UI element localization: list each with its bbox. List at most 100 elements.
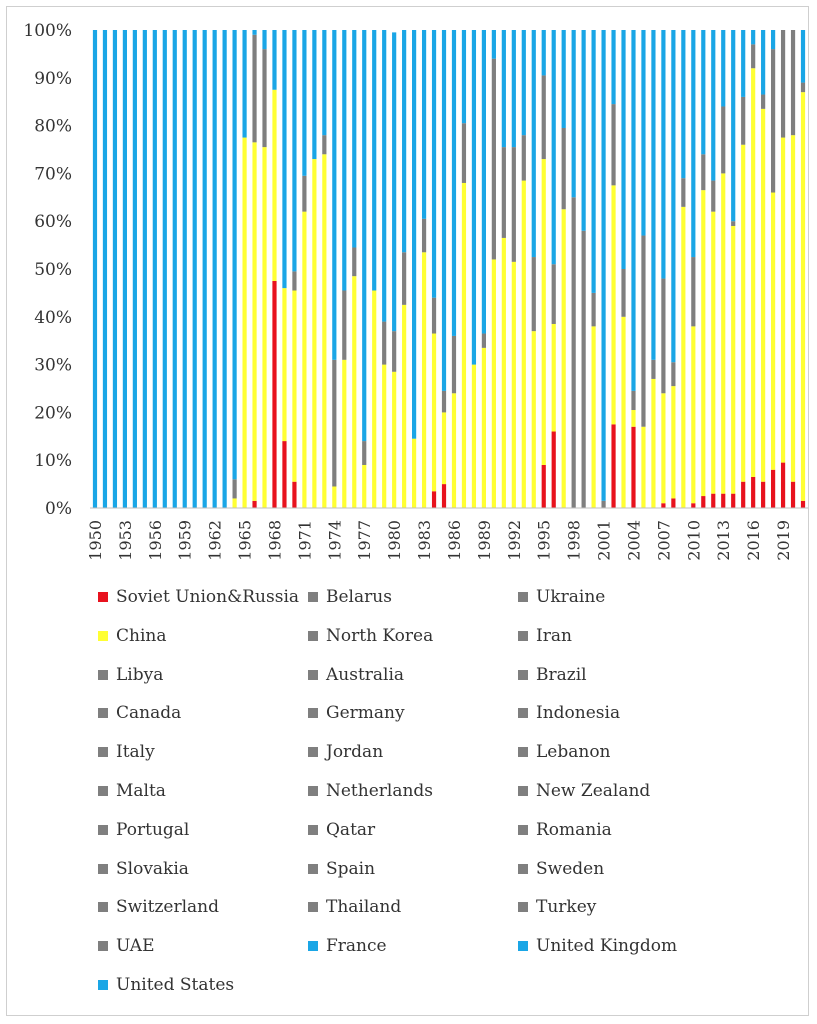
bar-segment [352, 247, 357, 277]
bar-segment [392, 331, 397, 372]
y-tick-label: 20% [34, 403, 72, 423]
bar-segment [292, 290, 297, 482]
legend-label: Thailand [326, 897, 402, 918]
bar-segment [701, 190, 706, 497]
bar-segment [402, 252, 407, 305]
bar-segment [342, 30, 347, 291]
bar-segment [461, 30, 467, 124]
legend-swatch [518, 747, 528, 758]
legend-swatch [518, 941, 528, 952]
bar-segment [152, 30, 157, 508]
legend-item: Soviet Union&Russia [98, 586, 299, 608]
bar-segment [631, 426, 636, 508]
bar-segment [252, 34, 257, 143]
bar-segment [421, 30, 427, 219]
legend-label: Jordan [326, 742, 384, 763]
legend-label: Indonesia [536, 703, 621, 724]
bar-segment [282, 441, 287, 508]
legend-swatch [518, 824, 528, 835]
bar-segment [731, 225, 736, 494]
legend-item: Romania [518, 819, 612, 841]
bar-segment [541, 159, 546, 465]
bar-segment [402, 304, 407, 508]
bar-segment [671, 386, 676, 499]
legend-label: Iran [536, 625, 572, 646]
bar-segment [780, 30, 786, 138]
legend-label: Canada [116, 703, 182, 724]
y-axis: 0% 10% 20% 30% 40% 50% 60% 70% 80% 90% 100% [23, 21, 72, 519]
legend-swatch [98, 708, 108, 719]
bar-segment [431, 297, 437, 334]
legend-swatch [518, 863, 528, 874]
bar-segment [451, 393, 457, 508]
bar-segment [701, 30, 706, 155]
legend-item: Jordan [308, 741, 383, 763]
legend-label: Lebanon [536, 742, 611, 763]
bar-segment [761, 481, 766, 508]
y-tick-label: 80% [34, 117, 72, 137]
bar-segment [551, 431, 556, 508]
legend-item: Lebanon [518, 741, 611, 763]
legend-swatch [308, 902, 318, 913]
bar-segment [451, 335, 457, 394]
bar-segment [761, 108, 766, 482]
bar-segment [242, 30, 247, 138]
legend-label: Ukraine [536, 587, 606, 607]
x-tick-label: 1983 [415, 520, 434, 561]
bar-segment [721, 106, 726, 174]
bar-segment [232, 30, 237, 480]
legend-item: Ukraine [518, 586, 605, 608]
bar-segment [661, 278, 666, 394]
legend-swatch [98, 863, 108, 874]
bar-segment [481, 347, 486, 508]
legend-label: Belarus [326, 587, 392, 607]
legend-swatch [518, 630, 528, 641]
bar-segment [262, 49, 267, 148]
bar-segment [661, 503, 666, 508]
bar-segment [362, 30, 367, 442]
legend-label: Turkey [536, 897, 597, 918]
bar-segment [541, 30, 546, 76]
bar-segment [292, 481, 297, 508]
y-tick-label: 0% [45, 499, 72, 519]
legend-item: Netherlands [308, 780, 433, 802]
bar-segment [541, 75, 546, 160]
legend-item: Canada [98, 702, 181, 724]
bar-segment [780, 137, 786, 463]
bar-segment [771, 49, 776, 193]
legend-swatch [308, 747, 318, 758]
bar-segment [671, 362, 676, 387]
bar-segment [661, 393, 666, 504]
bar-segment [751, 68, 756, 477]
legend-swatch [308, 786, 318, 796]
legend-swatch [98, 980, 108, 990]
bar-segment [790, 481, 796, 508]
bar-segment [611, 104, 616, 186]
bar-segment [431, 333, 437, 492]
bar-segment [721, 30, 726, 107]
legend-item: Portugal [98, 819, 189, 841]
bar-segment [671, 30, 676, 363]
bar-segment [491, 259, 496, 508]
bar-segment [561, 209, 566, 508]
legend-label: Portugal [116, 819, 190, 840]
bar-segment [382, 321, 387, 365]
bar-segment [501, 237, 506, 508]
bar-segment [252, 142, 257, 501]
bar-segment [671, 498, 676, 508]
legend-item: United States [98, 974, 234, 996]
bar-segment [761, 94, 766, 109]
legend-swatch [98, 747, 108, 758]
bar-segment [701, 154, 706, 191]
bar-segment [711, 211, 716, 494]
bar-segment [561, 127, 566, 210]
legend-label: Soviet Union&Russia [116, 587, 300, 607]
bar-segment [651, 30, 656, 360]
legend-swatch [98, 592, 108, 602]
bar-segment [771, 30, 776, 50]
legend-item: Brazil [518, 664, 587, 686]
bar-segment [272, 280, 277, 508]
x-tick-label: 1956 [146, 520, 165, 561]
bar-segment [471, 364, 477, 508]
